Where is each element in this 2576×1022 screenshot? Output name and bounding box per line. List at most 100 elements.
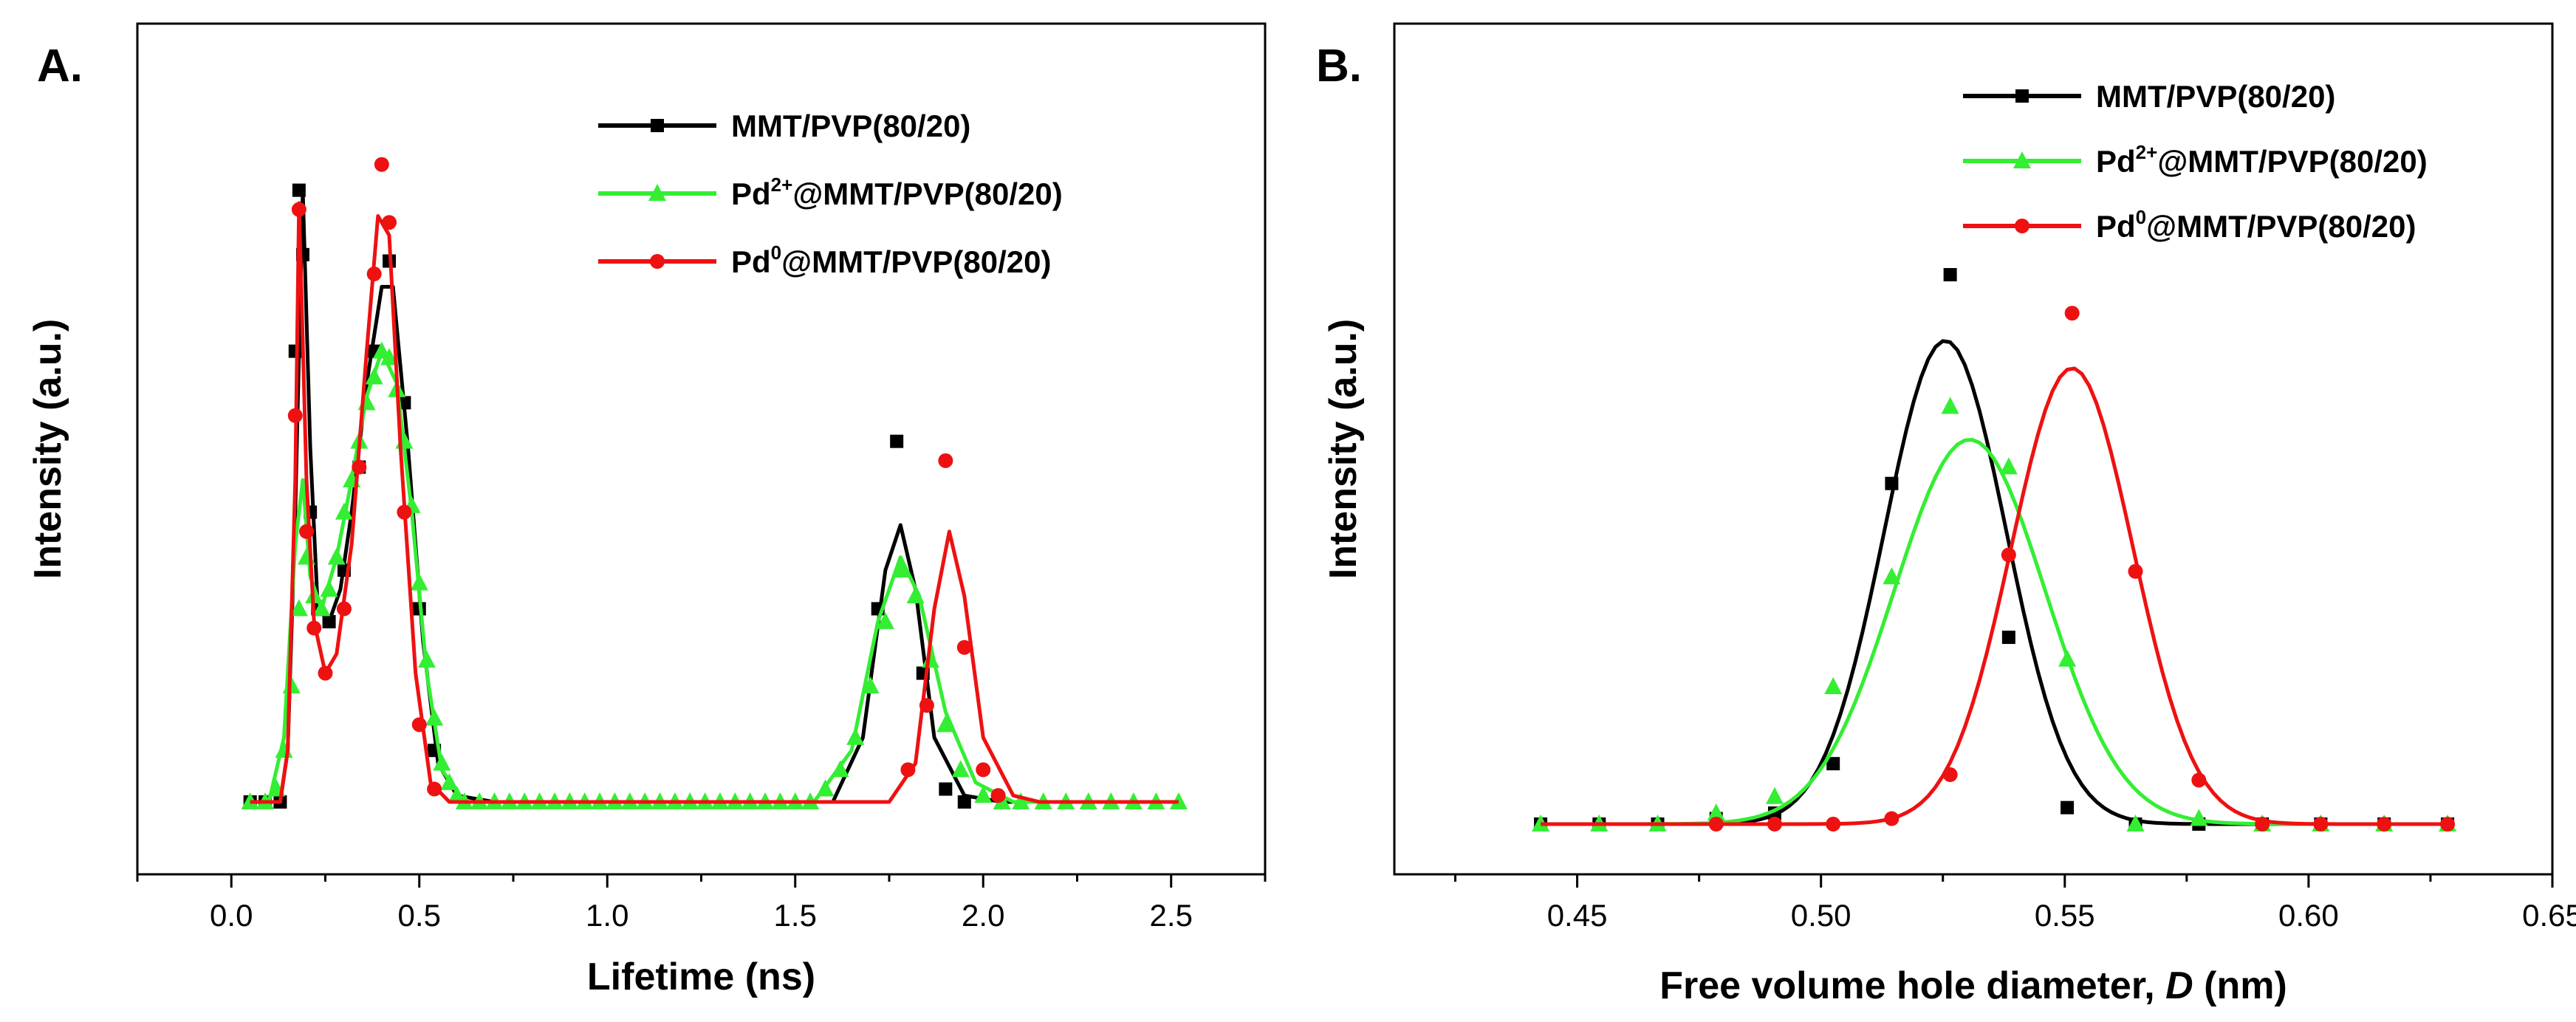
data-point	[1532, 814, 1550, 831]
data-point	[2191, 772, 2207, 788]
data-point	[1942, 767, 1958, 783]
series-1	[1532, 397, 2457, 831]
legend-label-superscript: 0	[2136, 206, 2146, 228]
x-tick-label: 0.0	[210, 898, 253, 933]
panel-label: B.	[1316, 41, 1362, 92]
x-axis-title: Lifetime (ns)	[587, 956, 815, 998]
data-point	[2313, 817, 2329, 831]
legend-marker	[2015, 89, 2029, 103]
legend-marker	[2015, 219, 2029, 233]
data-point	[956, 639, 972, 655]
x-axis-title-text: Lifetime (ns)	[587, 956, 815, 998]
legend-label-rest: @MMT/PVP(80/20)	[792, 176, 1062, 211]
data-point	[382, 215, 397, 230]
data-point	[336, 601, 352, 617]
data-point	[990, 788, 1006, 803]
chart-panel-b: B. 0.45 0.50 0.55 0.60 0.65 Free volume hole d…	[1316, 22, 2576, 1007]
x-axis-title-text: Free volume hole diameter,	[1659, 964, 2165, 1007]
data-point	[291, 202, 306, 217]
data-point	[335, 502, 353, 520]
panel-label: A.	[37, 41, 83, 92]
data-point	[1941, 397, 1959, 414]
data-point	[2128, 563, 2143, 579]
series-0	[1534, 268, 2455, 831]
legend-label-name: Pd	[2096, 209, 2136, 244]
legend-label: Pd0@MMT/PVP(80/20)	[2096, 206, 2416, 244]
data-point	[1943, 268, 1957, 281]
series-line	[250, 349, 1179, 804]
data-point	[2255, 817, 2270, 831]
legend-label-superscript: 0	[771, 241, 781, 264]
x-tick-label: 0.60	[2278, 898, 2339, 933]
legend-label-name: MMT/PVP(80/20)	[2096, 79, 2335, 114]
series-line	[1541, 339, 2448, 826]
series-line	[250, 188, 1179, 804]
legend-label: Pd2+@MMT/PVP(80/20)	[731, 174, 1063, 211]
data-point	[352, 459, 367, 475]
legend: MMT/PVP(80/20)Pd2+@MMT/PVP(80/20)Pd0@MMT…	[598, 109, 1063, 279]
data-point	[1826, 757, 1840, 771]
legend-label-rest: @MMT/PVP(80/20)	[781, 244, 1051, 279]
legend-label-name: Pd	[2096, 144, 2136, 179]
x-tick-label: 2.5	[1150, 898, 1193, 933]
data-point	[1824, 677, 1843, 694]
x-axis-title-unit: (nm)	[2193, 964, 2287, 1007]
data-point	[861, 676, 880, 694]
x-tick-label: 1.5	[774, 898, 817, 933]
data-point	[320, 580, 338, 597]
data-point	[2377, 817, 2392, 831]
data-point	[1999, 457, 2018, 475]
data-point	[951, 760, 970, 778]
series-line	[1541, 366, 2448, 826]
data-point	[282, 676, 301, 694]
data-point	[1826, 817, 1841, 831]
series-2	[250, 157, 1179, 804]
data-point	[976, 762, 991, 778]
data-point	[1883, 567, 1901, 585]
data-point	[831, 760, 849, 778]
legend-label-name: Pd	[731, 176, 771, 211]
data-point	[876, 611, 894, 629]
legend-marker	[650, 254, 665, 269]
y-axis-title: Intensity (a.u.)	[27, 319, 69, 579]
data-point	[2064, 306, 2080, 321]
data-point	[374, 157, 389, 172]
x-axis-title: Free volume hole diameter, D (nm)	[1659, 964, 2287, 1007]
data-point	[410, 573, 428, 591]
data-point	[1765, 786, 1784, 804]
legend-label-rest: @MMT/PVP(80/20)	[2157, 144, 2427, 179]
data-point	[1012, 792, 1030, 809]
legend-label-superscript: 2+	[2136, 141, 2158, 163]
data-point	[327, 547, 346, 565]
data-point	[2058, 649, 2077, 667]
series-1	[241, 341, 1188, 809]
x-tick-label: 2.0	[962, 898, 1004, 933]
data-point	[2061, 800, 2075, 814]
chart-panel-a: A. 0.0 0.5 1.0 1.5 2.0 2.5 Lifetime (ns) Intensi…	[27, 22, 1267, 998]
data-point	[306, 620, 322, 636]
data-point	[417, 651, 436, 668]
series-line	[250, 201, 1179, 804]
data-point	[425, 708, 444, 726]
data-point	[1884, 811, 1900, 826]
data-point	[365, 367, 383, 385]
data-point	[974, 786, 993, 803]
legend-marker	[2013, 151, 2031, 168]
data-point	[411, 717, 427, 733]
data-point	[936, 715, 955, 733]
data-point	[846, 727, 865, 745]
x-tick-label: 0.45	[1547, 898, 1608, 933]
data-point	[433, 753, 451, 771]
data-point	[919, 698, 934, 713]
legend-label-name: Pd	[731, 244, 771, 279]
data-point	[906, 586, 925, 603]
data-point	[2001, 547, 2016, 563]
data-point	[1708, 817, 1724, 831]
x-tick-label: 0.65	[2522, 898, 2576, 933]
data-point	[891, 560, 910, 578]
data-point	[1885, 476, 1899, 490]
legend-label-superscript: 2+	[771, 174, 793, 196]
x-axis-title-symbol: D	[2165, 964, 2193, 1007]
data-point	[440, 772, 459, 790]
